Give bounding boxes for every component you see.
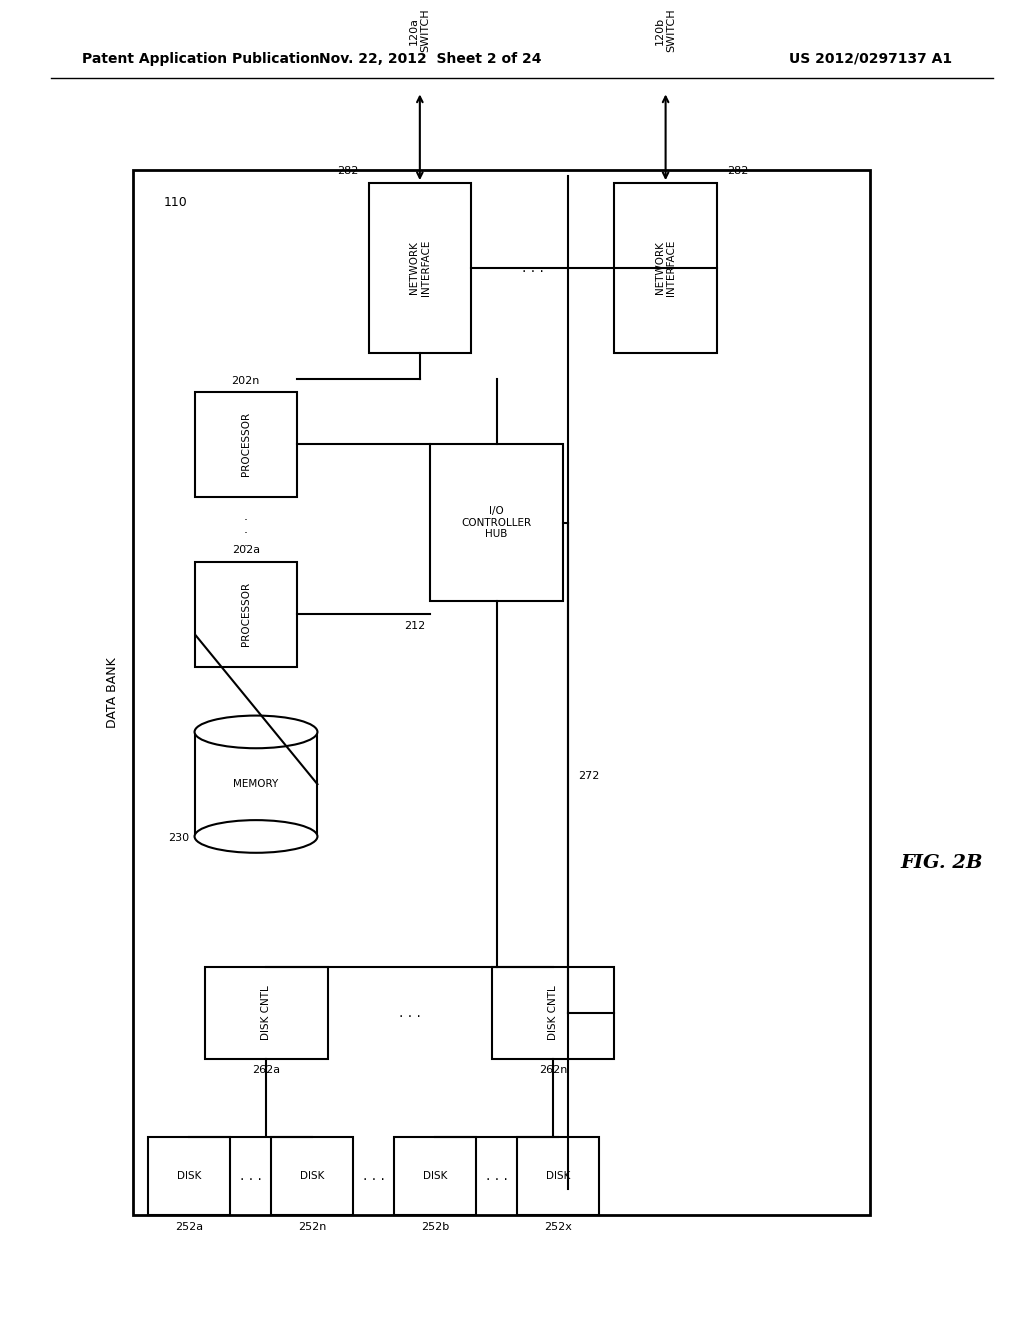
FancyBboxPatch shape — [195, 731, 317, 837]
FancyBboxPatch shape — [430, 445, 563, 601]
Text: 262n: 262n — [539, 1065, 567, 1076]
Text: FIG. 2B: FIG. 2B — [901, 854, 983, 871]
Text: US 2012/0297137 A1: US 2012/0297137 A1 — [788, 51, 952, 66]
FancyBboxPatch shape — [148, 1137, 230, 1216]
Text: PROCESSOR: PROCESSOR — [241, 582, 251, 647]
FancyBboxPatch shape — [205, 968, 328, 1059]
Text: Patent Application Publication: Patent Application Publication — [82, 51, 319, 66]
Text: Nov. 22, 2012  Sheet 2 of 24: Nov. 22, 2012 Sheet 2 of 24 — [318, 51, 542, 66]
Text: 262a: 262a — [252, 1065, 281, 1076]
FancyBboxPatch shape — [195, 562, 297, 667]
Text: DISK: DISK — [546, 1171, 570, 1181]
Text: 230: 230 — [168, 833, 189, 843]
Text: .
.
.: . . . — [244, 510, 248, 549]
Text: 252b: 252b — [421, 1222, 450, 1232]
Text: 202a: 202a — [231, 545, 260, 556]
Text: . . .: . . . — [362, 1170, 385, 1183]
Text: DISK CNTL: DISK CNTL — [261, 986, 271, 1040]
Text: . . .: . . . — [485, 1170, 508, 1183]
FancyBboxPatch shape — [492, 968, 614, 1059]
Text: 120a
SWITCH: 120a SWITCH — [409, 9, 431, 53]
Text: 202n: 202n — [231, 376, 260, 385]
Text: 120b
SWITCH: 120b SWITCH — [654, 9, 677, 53]
Text: 110: 110 — [164, 197, 187, 209]
Text: 252n: 252n — [298, 1222, 327, 1232]
Text: DATA BANK: DATA BANK — [106, 657, 119, 729]
Text: DISK: DISK — [423, 1171, 447, 1181]
Text: 252a: 252a — [175, 1222, 204, 1232]
Text: PROCESSOR: PROCESSOR — [241, 412, 251, 477]
Text: 252x: 252x — [544, 1222, 572, 1232]
FancyBboxPatch shape — [614, 183, 717, 352]
FancyBboxPatch shape — [133, 170, 870, 1216]
FancyBboxPatch shape — [394, 1137, 476, 1216]
Text: . . .: . . . — [521, 261, 544, 275]
Text: NETWORK
INTERFACE: NETWORK INTERFACE — [409, 240, 431, 296]
FancyBboxPatch shape — [517, 1137, 599, 1216]
Text: 212: 212 — [403, 620, 425, 631]
Text: 282: 282 — [727, 166, 749, 177]
Text: . . .: . . . — [240, 1170, 262, 1183]
Text: DISK: DISK — [300, 1171, 325, 1181]
Ellipse shape — [195, 715, 317, 748]
FancyBboxPatch shape — [195, 392, 297, 496]
Text: 272: 272 — [579, 771, 600, 781]
Text: DISK CNTL: DISK CNTL — [548, 986, 558, 1040]
Text: . . .: . . . — [398, 1006, 421, 1020]
Text: DISK: DISK — [177, 1171, 202, 1181]
Ellipse shape — [195, 820, 317, 853]
FancyBboxPatch shape — [369, 183, 471, 352]
FancyBboxPatch shape — [271, 1137, 353, 1216]
Text: I/O
CONTROLLER
HUB: I/O CONTROLLER HUB — [462, 506, 531, 540]
Text: 282: 282 — [337, 166, 358, 177]
Text: NETWORK
INTERFACE: NETWORK INTERFACE — [654, 240, 677, 296]
Text: MEMORY: MEMORY — [233, 779, 279, 789]
